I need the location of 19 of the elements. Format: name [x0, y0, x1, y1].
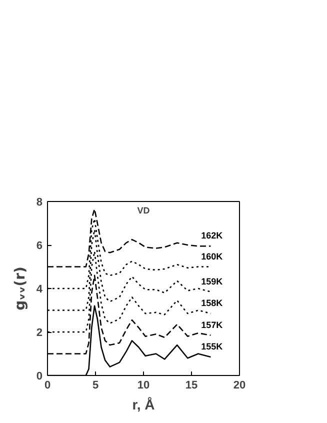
series-label: 160K [201, 251, 224, 262]
x-axis-title: r, Å [132, 396, 155, 412]
y-axis-title: gᵥᵥ(r) [12, 266, 28, 310]
annotation: VD [137, 206, 150, 216]
y-tick-label: 6 [36, 240, 43, 252]
x-tick-label: 0 [44, 380, 51, 392]
y-tick-label: 0 [36, 370, 43, 382]
series-label: 158K [201, 298, 224, 308]
series-label: 155K [201, 342, 224, 352]
series-label: 159K [201, 276, 224, 286]
y-tick-label: 4 [36, 284, 44, 296]
y-tick-label: 2 [36, 327, 43, 339]
series-label: 157K [201, 320, 224, 330]
x-tick-label: 15 [185, 380, 198, 392]
y-tick-label: 8 [36, 196, 43, 208]
series-label: 162K [201, 230, 224, 241]
x-tick-label: 5 [92, 380, 99, 392]
x-tick-label: 10 [137, 380, 150, 392]
x-tick-label: 20 [233, 380, 246, 392]
